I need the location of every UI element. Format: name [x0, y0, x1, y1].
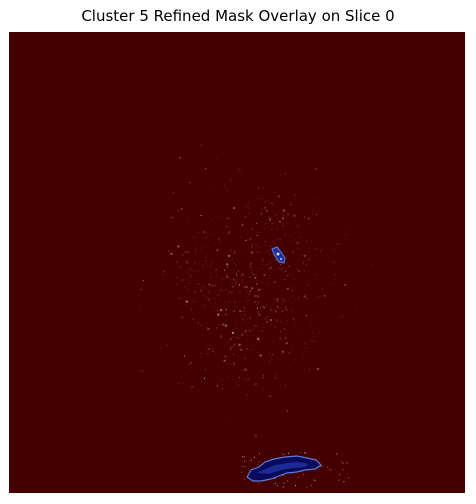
- figure-title: Cluster 5 Refined Mask Overlay on Slice …: [81, 7, 395, 25]
- mask-region-small: [271, 246, 286, 264]
- slice-background: [9, 32, 465, 493]
- mask-layer: [246, 246, 322, 482]
- mask-region-large: [246, 455, 322, 482]
- speckle-layer: [139, 144, 373, 488]
- mask-overlay-image: [9, 32, 465, 493]
- image-panel: [9, 32, 465, 493]
